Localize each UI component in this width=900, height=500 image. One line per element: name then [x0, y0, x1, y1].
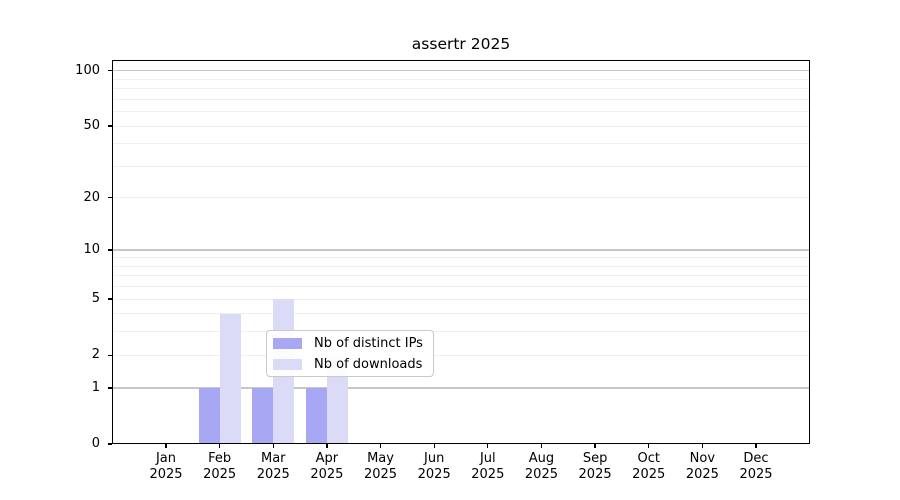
x-tick	[487, 444, 489, 448]
x-tick-label: Feb 2025	[190, 451, 250, 482]
x-tick	[326, 444, 328, 448]
x-tick-month: Feb	[208, 451, 232, 466]
x-tick-year: 2025	[524, 466, 558, 482]
y-tick-label: 2	[91, 347, 100, 363]
bar-distinct-ips	[198, 387, 220, 444]
x-tick-label: Jul 2025	[458, 451, 518, 482]
gridline-minor	[112, 88, 810, 90]
x-tick-label: Jun 2025	[404, 451, 464, 482]
y-tick	[108, 298, 112, 300]
x-tick-month: Apr	[315, 451, 339, 466]
gridline-major	[112, 70, 810, 72]
chart-title: assertr 2025	[411, 35, 511, 53]
bar-distinct-ips	[305, 387, 327, 444]
x-tick	[165, 444, 167, 448]
y-tick-label: 10	[83, 242, 100, 258]
legend-swatch	[273, 337, 302, 349]
x-tick	[218, 444, 221, 448]
x-tick-month: Jul	[479, 451, 496, 466]
x-tick-label: Nov 2025	[672, 451, 732, 482]
gridline-minor	[112, 354, 810, 356]
x-tick-label: May 2025	[351, 451, 411, 482]
gridline-minor	[112, 331, 810, 333]
gridline-minor	[112, 78, 810, 80]
x-tick-label: Mar 2025	[243, 451, 303, 482]
x-tick-year: 2025	[471, 466, 505, 482]
gridline-minor	[112, 143, 810, 145]
y-tick-label: 0	[91, 436, 100, 451]
legend-label: Nb of distinct IPs	[314, 335, 423, 351]
y-tick	[108, 70, 112, 72]
y-tick-label: 20	[83, 189, 100, 205]
gridline-minor	[112, 125, 810, 127]
x-tick-year: 2025	[310, 466, 344, 482]
gridline-minor	[112, 298, 810, 300]
x-tick-month: Jun	[424, 451, 445, 466]
y-tick	[108, 354, 112, 356]
y-tick-label: 50	[83, 118, 100, 134]
x-tick-label: Oct 2025	[619, 451, 679, 482]
x-tick-year: 2025	[685, 466, 719, 482]
x-tick-month: Dec	[743, 451, 769, 466]
x-tick	[433, 444, 435, 448]
x-tick-label: Aug 2025	[511, 451, 571, 482]
x-tick	[272, 444, 274, 448]
gridline-minor	[112, 111, 810, 113]
gridline-major	[112, 249, 810, 251]
x-tick-label: Dec 2025	[726, 451, 786, 482]
y-tick	[108, 443, 112, 445]
x-tick	[594, 444, 596, 448]
x-tick-year: 2025	[203, 466, 237, 482]
bar-downloads	[326, 355, 348, 444]
legend-entry: Nb of downloads	[273, 356, 427, 372]
gridline-minor	[112, 165, 810, 167]
gridline-major	[112, 387, 810, 389]
x-tick-month: Jan	[155, 451, 177, 466]
y-tick-label: 5	[91, 291, 100, 307]
x-tick	[701, 444, 703, 448]
x-tick-label: Sep 2025	[565, 451, 625, 482]
legend: Nb of distinct IPs Nb of downloads	[266, 330, 434, 377]
x-tick-month: Aug	[528, 451, 555, 466]
x-tick-year: 2025	[632, 466, 666, 482]
x-tick-month: Oct	[637, 451, 660, 466]
x-tick-year: 2025	[739, 466, 773, 482]
x-tick-month: Nov	[689, 451, 716, 466]
legend-swatch	[273, 358, 302, 370]
x-tick-year: 2025	[578, 466, 612, 482]
legend-label: Nb of downloads	[314, 356, 423, 372]
y-tick	[108, 125, 112, 127]
x-tick-month: May	[367, 451, 394, 466]
y-tick	[108, 387, 112, 389]
gridline-minor	[112, 265, 810, 267]
gridline-minor	[112, 275, 810, 277]
x-tick-label: Jan 2025	[136, 451, 196, 482]
x-tick-month: Sep	[582, 451, 608, 466]
gridline-minor	[112, 313, 810, 315]
y-tick-label: 100	[75, 62, 100, 78]
x-tick	[755, 444, 757, 448]
legend-entry: Nb of distinct IPs	[273, 335, 427, 351]
x-tick-year: 2025	[363, 466, 398, 482]
bar-downloads	[219, 313, 241, 444]
x-tick-year: 2025	[149, 466, 183, 482]
gridline-minor	[112, 98, 810, 100]
gridline-minor	[112, 257, 810, 259]
x-tick-year: 2025	[417, 466, 451, 482]
gridline-minor	[112, 197, 810, 199]
x-tick-year: 2025	[256, 466, 290, 482]
x-tick	[379, 444, 382, 448]
plot-area	[112, 60, 810, 444]
bar-distinct-ips	[252, 387, 274, 444]
y-tick	[108, 197, 112, 199]
x-tick	[540, 444, 543, 448]
y-tick-label: 1	[91, 379, 100, 395]
y-tick	[108, 249, 112, 251]
x-tick	[648, 444, 650, 448]
gridline-minor	[112, 286, 810, 288]
x-tick-month: Mar	[261, 451, 286, 466]
x-tick-label: Apr 2025	[297, 451, 357, 482]
